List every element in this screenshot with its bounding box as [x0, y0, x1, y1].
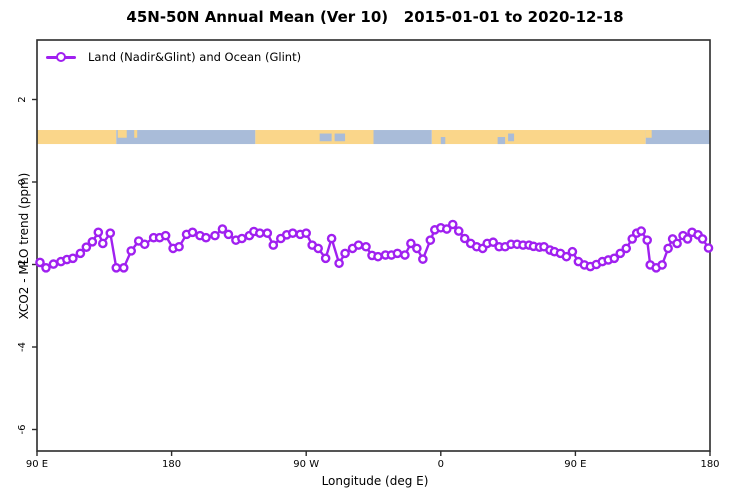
- y-tick-label: -2: [17, 260, 28, 270]
- data-point-marker: [361, 241, 371, 252]
- data-point-marker: [488, 237, 498, 248]
- data-point-marker: [75, 248, 86, 259]
- data-point-marker: [320, 253, 331, 264]
- data-point-marker: [111, 262, 122, 273]
- data-point-marker: [615, 248, 626, 259]
- data-point-marker: [334, 258, 344, 269]
- data-point-marker: [262, 228, 273, 238]
- map-band-ocean-segment: [645, 130, 710, 145]
- data-point-marker: [636, 226, 647, 236]
- x-tick-label: 90 E: [26, 459, 48, 470]
- page-title: 45N-50N Annual Mean (Ver 10) 2015-01-01 …: [126, 8, 624, 26]
- x-tick-label: 180: [162, 459, 181, 470]
- data-point-marker: [41, 262, 51, 273]
- data-point-marker: [453, 226, 464, 236]
- data-point-marker: [237, 233, 247, 244]
- x-tick-label: 180: [700, 459, 719, 470]
- map-band-ocean-feature: [334, 133, 346, 142]
- data-point-marker: [459, 233, 470, 244]
- map-band-land-feature: [645, 130, 652, 138]
- data-point-marker: [223, 229, 234, 240]
- data-point-marker: [48, 259, 59, 269]
- data-point-marker: [373, 251, 383, 262]
- data-point-marker: [657, 260, 667, 270]
- data-point-marker: [160, 230, 171, 241]
- y-tick-label: -4: [17, 342, 28, 352]
- data-point-marker: [35, 257, 45, 268]
- x-tick-label: 90 E: [564, 459, 586, 470]
- data-point-marker: [400, 250, 410, 260]
- map-band-land-feature: [134, 130, 138, 138]
- data-point-marker: [340, 248, 350, 259]
- y-tick-label: 2: [17, 96, 28, 102]
- data-point-marker: [68, 253, 78, 264]
- data-point-marker: [561, 251, 572, 262]
- data-point-marker: [201, 232, 211, 243]
- data-point-marker: [139, 239, 150, 250]
- map-band-ocean-feature: [497, 137, 506, 145]
- data-point-marker: [210, 230, 220, 241]
- map-band-ocean-segment: [116, 130, 256, 145]
- data-point-marker: [418, 254, 428, 264]
- data-point-marker: [287, 228, 298, 238]
- x-axis-label: Longitude (deg E): [321, 474, 429, 488]
- data-point-marker: [663, 243, 673, 254]
- y-tick-label: 0: [17, 179, 28, 185]
- data-point-marker: [642, 235, 652, 245]
- data-point-marker: [105, 228, 116, 238]
- x-tick-label: 90 W: [293, 459, 319, 470]
- map-band-land-segment: [37, 130, 117, 145]
- map-band-ocean-feature: [319, 133, 332, 142]
- data-point-marker: [353, 240, 364, 250]
- data-point-marker: [313, 243, 323, 254]
- data-point-marker: [621, 243, 632, 254]
- map-band-ocean-segment: [373, 130, 432, 145]
- data-point-marker: [268, 240, 279, 250]
- x-tick-label: 0: [438, 459, 444, 470]
- map-band-land-feature: [117, 130, 127, 138]
- data-point-marker: [93, 227, 104, 238]
- map-band-land-segment: [431, 130, 646, 145]
- data-point-marker: [672, 238, 682, 249]
- data-point-marker: [567, 246, 578, 257]
- data-point-marker: [326, 233, 337, 244]
- data-point-marker: [174, 241, 184, 252]
- map-band-ocean-feature: [440, 137, 446, 145]
- data-point-marker: [87, 237, 98, 247]
- data-point-marker: [412, 243, 422, 254]
- data-point-marker: [126, 246, 137, 256]
- y-axis-label: XCO2 - MLO trend (ppm): [17, 172, 31, 320]
- data-point-marker: [447, 219, 458, 230]
- data-point-marker: [697, 234, 708, 244]
- data-point-marker: [392, 248, 403, 259]
- data-point-marker: [187, 227, 198, 238]
- data-point-marker: [217, 224, 228, 234]
- legend-circle-icon: [56, 52, 66, 62]
- y-tick-label: -6: [17, 425, 28, 435]
- data-point-marker: [301, 228, 312, 238]
- data-point-marker: [425, 235, 436, 245]
- data-point-marker: [98, 238, 108, 249]
- data-point-marker: [118, 262, 129, 273]
- data-point-marker: [441, 224, 452, 234]
- data-point-marker: [609, 253, 620, 264]
- legend: Land (Nadir&Glint) and Ocean (Glint): [46, 49, 301, 65]
- data-point-marker: [406, 238, 416, 249]
- data-point-marker: [703, 243, 714, 253]
- legend-series-marker-icon: [46, 49, 76, 65]
- data-point-marker: [682, 234, 693, 244]
- legend-label: Land (Nadir&Glint) and Ocean (Glint): [88, 50, 302, 64]
- data-point-marker: [255, 228, 265, 238]
- map-band-ocean-feature: [508, 133, 515, 142]
- data-point-marker: [81, 242, 92, 252]
- map-band-land-segment: [255, 130, 374, 145]
